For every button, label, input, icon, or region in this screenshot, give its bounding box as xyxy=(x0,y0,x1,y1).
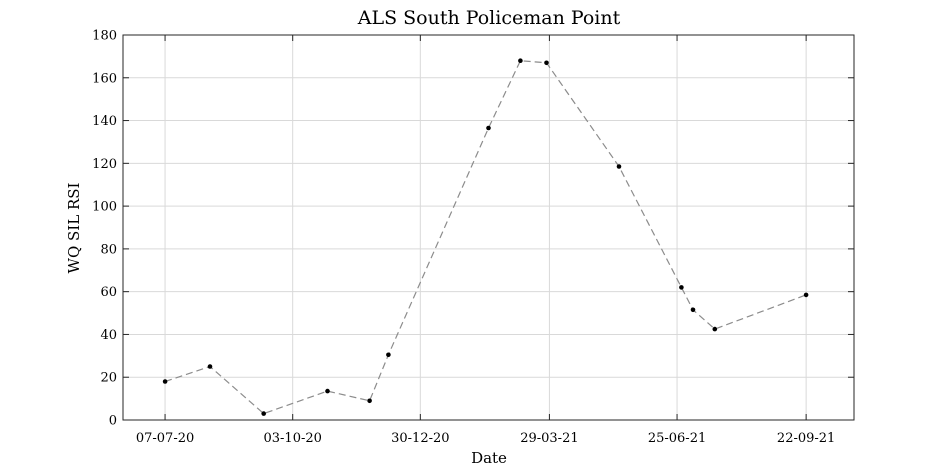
y-tick-label: 120 xyxy=(92,157,117,172)
data-point xyxy=(325,388,330,394)
x-tick-label: 07-07-20 xyxy=(136,431,194,446)
x-tick-label: 22-09-21 xyxy=(777,431,835,446)
data-point xyxy=(486,125,491,131)
y-tick-label: 60 xyxy=(100,285,117,300)
data-point xyxy=(518,58,523,63)
y-tick-label: 160 xyxy=(92,71,117,86)
data-point xyxy=(544,60,549,66)
y-tick-label: 180 xyxy=(92,29,117,44)
data-point xyxy=(712,326,718,332)
y-tick-label: 80 xyxy=(100,242,117,257)
data-point xyxy=(690,307,696,313)
data-point xyxy=(367,398,372,404)
x-tick-label: 30-12-20 xyxy=(391,431,449,446)
data-point xyxy=(386,352,391,358)
tick-layer: 0 20 40 60 80 100 120 140 160 180 07-07-20 03-10-20… xyxy=(92,29,854,446)
x-axis-label: Date xyxy=(471,449,507,467)
data-point xyxy=(616,164,622,169)
y-tick-label: 40 xyxy=(100,328,117,343)
data-point xyxy=(261,411,267,416)
grid-layer xyxy=(123,34,854,421)
y-tick-label: 20 xyxy=(100,371,117,386)
x-tick-label: 03-10-20 xyxy=(263,431,321,446)
x-tick-label: 25-06-21 xyxy=(648,431,706,446)
data-point xyxy=(803,292,809,298)
y-axis-label: WQ SIL RSI xyxy=(65,182,83,273)
x-tick-label: 29-03-21 xyxy=(520,431,578,446)
plot-frame xyxy=(122,34,855,421)
data-point xyxy=(162,379,168,384)
data-point xyxy=(207,364,213,369)
y-tick-label: 140 xyxy=(92,114,117,129)
data-point xyxy=(679,285,684,290)
y-tick-label: 0 xyxy=(109,414,117,429)
y-tick-label: 100 xyxy=(92,200,117,215)
chart-title: ALS South Policeman Point xyxy=(357,7,621,29)
series-line xyxy=(164,60,807,415)
series-layer xyxy=(162,58,809,416)
